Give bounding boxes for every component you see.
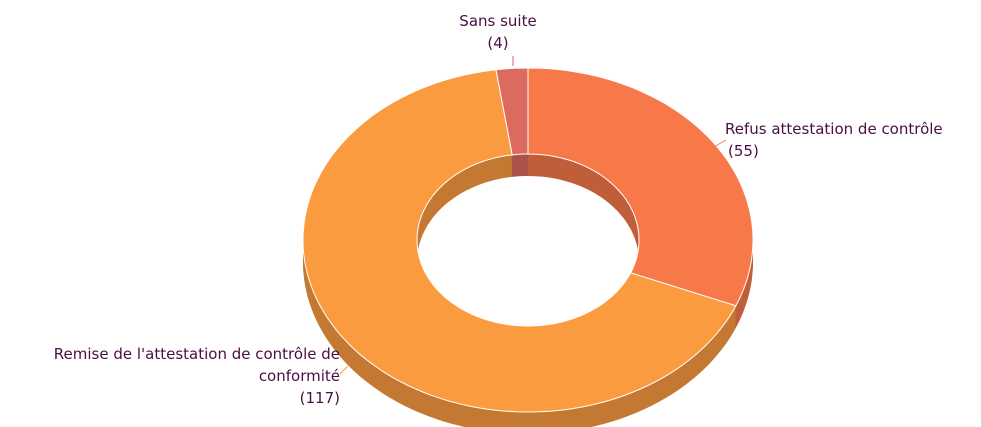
data-label: Remise de l'attestation de contrôle de c… — [0, 343, 340, 409]
value-label: (117) — [299, 389, 340, 407]
category-label: Remise de l'attestation de contrôle de c… — [53, 345, 340, 385]
leader-line — [339, 365, 349, 375]
category-label: Sans suite — [459, 12, 537, 30]
data-label: Refus attestation de contrôle (55) — [725, 118, 981, 162]
value-label: (4) — [487, 34, 509, 52]
leader-line — [711, 139, 727, 149]
data-label: Sans suite (4) — [418, 10, 578, 54]
slice — [495, 67, 529, 156]
category-label: Refus attestation de contrôle — [725, 120, 943, 138]
slice — [527, 67, 754, 307]
value-label: (55) — [728, 142, 759, 160]
